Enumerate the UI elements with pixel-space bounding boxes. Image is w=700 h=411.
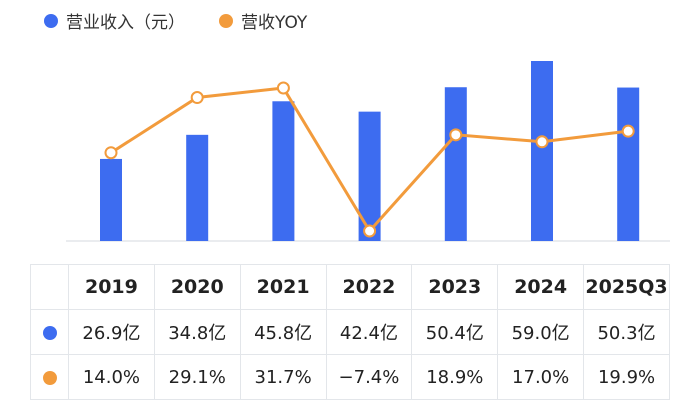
bar-revenue-2021 [272,101,295,242]
yoy-cell: 18.9% [411,354,499,400]
yoy-cell: 17.0% [497,354,585,400]
legend: 营业收入（元） 营收YOY [44,8,307,33]
year-cell: 2020 [153,264,241,310]
year-cell: 2019 [68,264,155,310]
legend-revenue-label: 营业收入（元） [66,13,185,33]
point-yoy-2023 [449,128,463,142]
revenue-cell: 50.4亿 [411,309,499,355]
bar-series-revenue [100,61,640,242]
bar-revenue-2020 [186,134,209,241]
legend-item-yoy: 营收YOY [219,8,307,33]
revenue-cell: 50.3亿 [583,309,670,355]
revenue-cell: 42.4亿 [325,309,413,355]
year-cell: 2025Q3 [583,264,670,310]
point-yoy-2020 [190,91,204,105]
data-table: 2019 2020 2021 2022 2023 2024 2025Q3 26.… [30,264,670,400]
point-yoy-2019 [104,146,118,160]
point-yoy-2022 [363,224,377,238]
yoy-cell: 14.0% [68,354,155,400]
legend-revenue-dot [44,13,58,28]
point-yoy-2024 [535,135,549,149]
bar-revenue-2025Q3 [617,87,640,241]
yoy-cell: 29.1% [153,354,241,400]
revenue-cell: 45.8亿 [239,309,327,355]
yoy-row-dot [42,370,57,385]
revenue-cell: 26.9亿 [68,309,155,355]
year-cell: 2021 [239,264,327,310]
yoy-cell: 19.9% [583,354,670,400]
point-series-yoy [104,81,635,238]
yoy-cell: 31.7% [239,354,327,400]
revenue-row-dot [42,325,57,340]
bar-revenue-2024 [531,61,553,241]
bar-revenue-2023 [444,87,467,241]
point-yoy-2021 [276,81,290,95]
revenue-cell: 59.0亿 [497,309,585,355]
table-row-yoy: 14.0% 29.1% 31.7% −7.4% 18.9% 17.0% 19.9… [30,354,670,400]
table-row-revenue: 26.9亿 34.8亿 45.8亿 42.4亿 50.4亿 59.0亿 50.3… [30,309,670,355]
revenue-chart [66,61,670,242]
year-cell: 2024 [497,264,585,310]
revenue-cell: 34.8亿 [153,309,241,355]
yoy-marker-cell [30,354,69,400]
legend-item-revenue: 营业收入（元） [44,8,185,33]
bar-revenue-2022 [358,111,381,241]
bar-revenue-2019 [100,158,122,241]
point-yoy-2025Q3 [621,124,635,138]
year-cell: 2022 [325,264,413,310]
yoy-cell: −7.4% [325,354,413,400]
legend-yoy-label: 营收YOY [241,13,308,33]
table-row-years: 2019 2020 2021 2022 2023 2024 2025Q3 [30,264,670,310]
revenue-marker-cell [30,309,69,355]
table-corner-cell [30,264,69,310]
year-cell: 2023 [411,264,499,310]
legend-yoy-dot [219,13,233,28]
